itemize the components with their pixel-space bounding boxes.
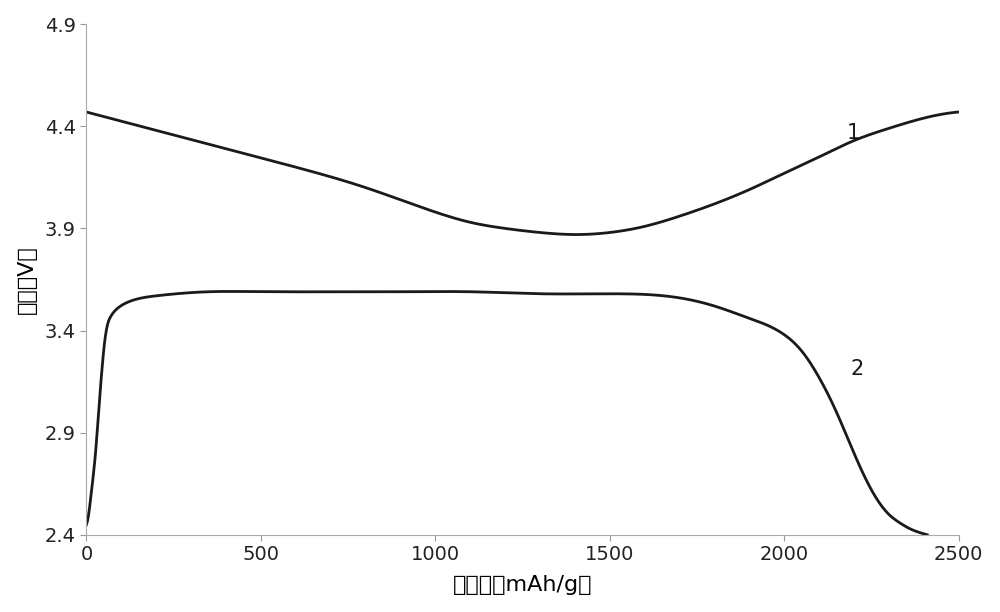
X-axis label: 比容量（mAh/g）: 比容量（mAh/g） <box>453 575 592 595</box>
Text: 1: 1 <box>847 122 860 143</box>
Text: 2: 2 <box>850 359 864 379</box>
Y-axis label: 电压（V）: 电压（V） <box>17 245 37 314</box>
